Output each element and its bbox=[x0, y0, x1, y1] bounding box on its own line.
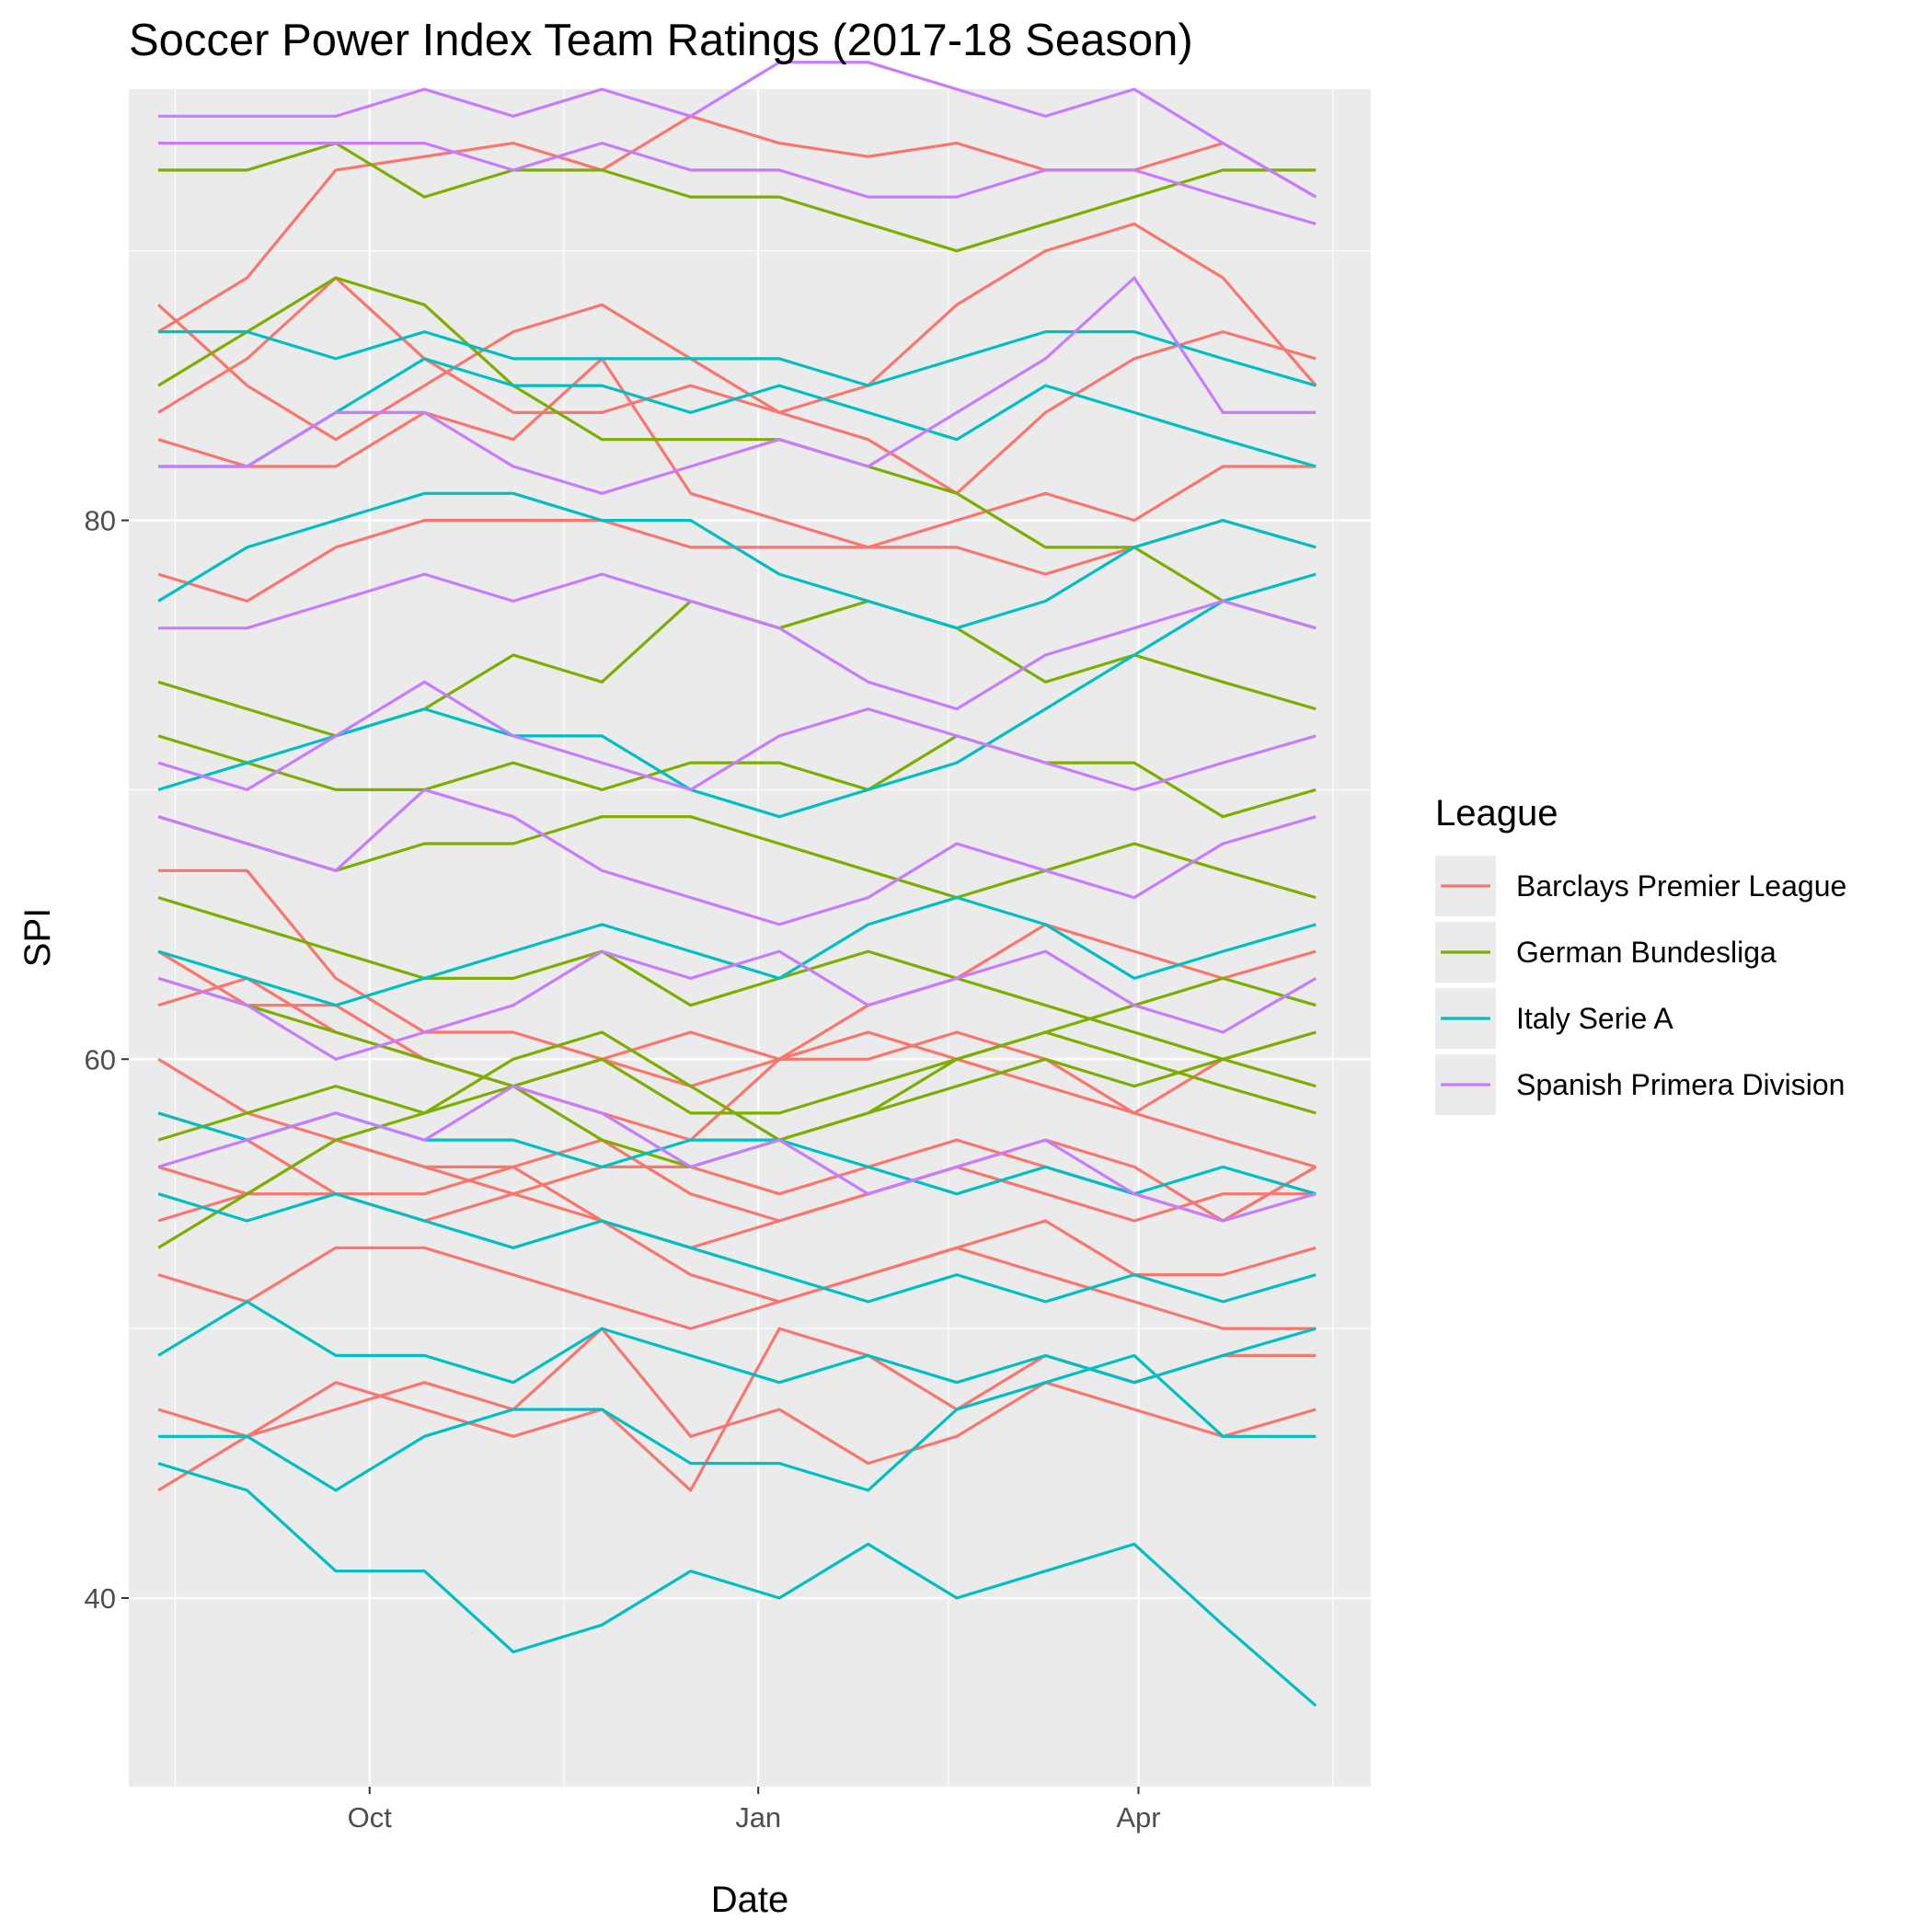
series-line bbox=[157, 1111, 1317, 1223]
series-line bbox=[157, 491, 1317, 630]
series-line bbox=[157, 896, 1317, 1088]
series-line bbox=[157, 949, 1317, 1061]
legend-item: German Bundesliga bbox=[1435, 922, 1777, 983]
series-line bbox=[157, 1327, 1317, 1466]
series-line bbox=[158, 276, 1317, 495]
series-line bbox=[157, 1030, 1317, 1142]
series-line bbox=[158, 61, 1317, 199]
legend-item: Barclays Premier League bbox=[1435, 856, 1846, 916]
series-line bbox=[157, 1462, 1317, 1708]
series-line bbox=[158, 868, 1317, 1168]
y-axis-ticks: 40 60 80 bbox=[85, 505, 129, 1615]
plot-panel bbox=[129, 89, 1371, 1787]
y-tick-label: 80 bbox=[85, 505, 116, 537]
x-tick-label: Jan bbox=[735, 1801, 781, 1834]
series-line bbox=[158, 142, 1317, 253]
legend-item: Italy Serie A bbox=[1435, 988, 1673, 1049]
series-line bbox=[157, 1084, 1317, 1223]
x-tick-label: Oct bbox=[348, 1801, 393, 1834]
x-axis-title: Date bbox=[711, 1880, 789, 1920]
series-line bbox=[158, 142, 1317, 225]
series-line bbox=[157, 923, 1317, 1088]
legend: League Barclays Premier League German Bun… bbox=[1435, 793, 1846, 1115]
chart-title: Soccer Power Index Team Ratings (2017-18… bbox=[129, 16, 1193, 65]
series-line bbox=[157, 572, 1317, 819]
series-line bbox=[158, 572, 1317, 711]
legend-label: Italy Serie A bbox=[1516, 1002, 1673, 1035]
series-line bbox=[157, 357, 1317, 549]
x-axis-ticks: Oct Jan Apr bbox=[348, 1787, 1161, 1834]
minor-gridlines bbox=[129, 89, 1371, 1787]
y-tick-label: 60 bbox=[85, 1043, 116, 1075]
x-tick-label: Apr bbox=[1116, 1801, 1160, 1834]
series-line bbox=[157, 303, 1317, 495]
series-line bbox=[157, 815, 1317, 900]
legend-label: Spanish Primera Division bbox=[1516, 1068, 1845, 1101]
series-line bbox=[158, 357, 1317, 468]
series-line bbox=[157, 1192, 1317, 1304]
series-line bbox=[157, 1300, 1317, 1385]
series-line bbox=[157, 680, 1317, 792]
legend-label: Barclays Premier League bbox=[1516, 869, 1846, 903]
series-line bbox=[157, 1246, 1317, 1330]
legend-item: Spanish Primera Division bbox=[1435, 1054, 1845, 1115]
series-line bbox=[157, 788, 1317, 926]
y-tick-label: 40 bbox=[85, 1582, 116, 1615]
legend-title: League bbox=[1435, 793, 1558, 834]
series-lines bbox=[157, 61, 1317, 1708]
series-line bbox=[158, 1353, 1317, 1492]
series-line bbox=[158, 330, 1317, 387]
y-axis-title: SPI bbox=[17, 908, 58, 967]
series-line bbox=[157, 1138, 1317, 1304]
legend-label: German Bundesliga bbox=[1516, 936, 1777, 969]
series-line bbox=[157, 276, 1317, 630]
